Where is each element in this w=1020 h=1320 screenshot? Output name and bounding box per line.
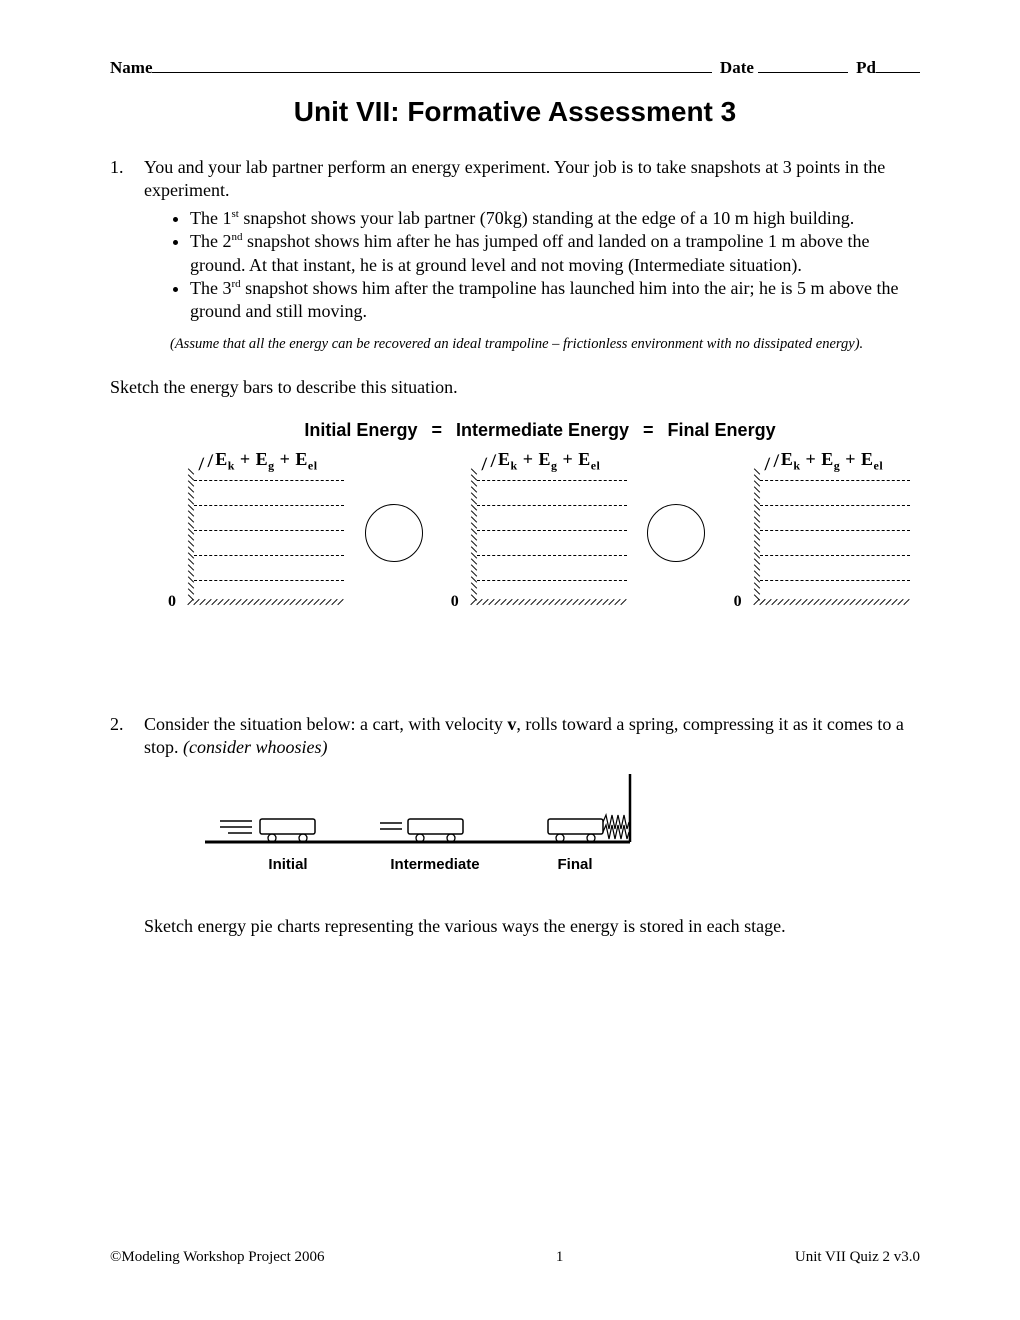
- footer-right: Unit VII Quiz 2 v3.0: [795, 1249, 920, 1266]
- pd-underline: [876, 72, 920, 73]
- name-label: Name: [110, 58, 152, 78]
- question-2: 2. Consider the situation below: a cart,…: [110, 713, 920, 760]
- header-initial: Initial Energy: [304, 420, 417, 441]
- label-initial: Initial: [268, 856, 307, 873]
- energy-header: Initial Energy = Intermediate Energy = F…: [160, 420, 920, 441]
- q1-sketch-instr: Sketch the energy bars to describe this …: [110, 377, 920, 398]
- q1-number: 1.: [110, 156, 144, 203]
- header-eq1: =: [431, 420, 442, 441]
- circle-icon: [365, 504, 423, 562]
- bullet-1: The 1st snapshot shows your lab partner …: [190, 207, 920, 230]
- footer: ©Modeling Workshop Project 2006 1 Unit V…: [110, 1249, 920, 1266]
- label-intermediate: Intermediate: [390, 856, 479, 873]
- date-underline: [758, 72, 848, 73]
- question-1: 1. You and your lab partner perform an e…: [110, 156, 920, 203]
- pd-label: Pd: [856, 58, 876, 78]
- name-underline: [152, 72, 711, 73]
- date-label: Date: [720, 58, 754, 78]
- q1-intro: You and your lab partner perform an ener…: [144, 156, 920, 203]
- header-fields: Name Date Pd: [110, 58, 920, 78]
- q1-assumption: (Assume that all the energy can be recov…: [170, 336, 920, 353]
- footer-page: 1: [556, 1249, 564, 1266]
- circle-2: [647, 453, 705, 613]
- bullet-2: The 2nd snapshot shows him after he has …: [190, 230, 920, 277]
- cart-svg: Initial Intermediate Final: [180, 774, 640, 889]
- q1-bullets: The 1st snapshot shows your lab partner …: [170, 207, 920, 324]
- q2-sketch-instr: Sketch energy pie charts representing th…: [144, 916, 920, 937]
- header-intermediate: Intermediate Energy: [456, 420, 629, 441]
- header-eq2: =: [643, 420, 654, 441]
- energy-charts: ⟋⟋Ek + Eg + Eel0 ⟋⟋Ek + Eg + Eel0 ⟋⟋Ek +…: [150, 453, 920, 613]
- footer-left: ©Modeling Workshop Project 2006: [110, 1249, 324, 1266]
- q2-text: Consider the situation below: a cart, wi…: [144, 713, 920, 760]
- chart-final: ⟋⟋Ek + Eg + Eel0: [716, 453, 920, 613]
- circle-icon: [647, 504, 705, 562]
- chart-initial: ⟋⟋Ek + Eg + Eel0: [150, 453, 354, 613]
- q2-number: 2.: [110, 713, 144, 760]
- circle-1: [364, 453, 422, 613]
- bullet-3: The 3rd snapshot shows him after the tra…: [190, 277, 920, 324]
- label-final: Final: [557, 856, 592, 873]
- cart-diagram: Initial Intermediate Final: [180, 774, 920, 894]
- header-final: Final Energy: [668, 420, 776, 441]
- page-title: Unit VII: Formative Assessment 3: [110, 96, 920, 128]
- chart-intermediate: ⟋⟋Ek + Eg + Eel0: [433, 453, 637, 613]
